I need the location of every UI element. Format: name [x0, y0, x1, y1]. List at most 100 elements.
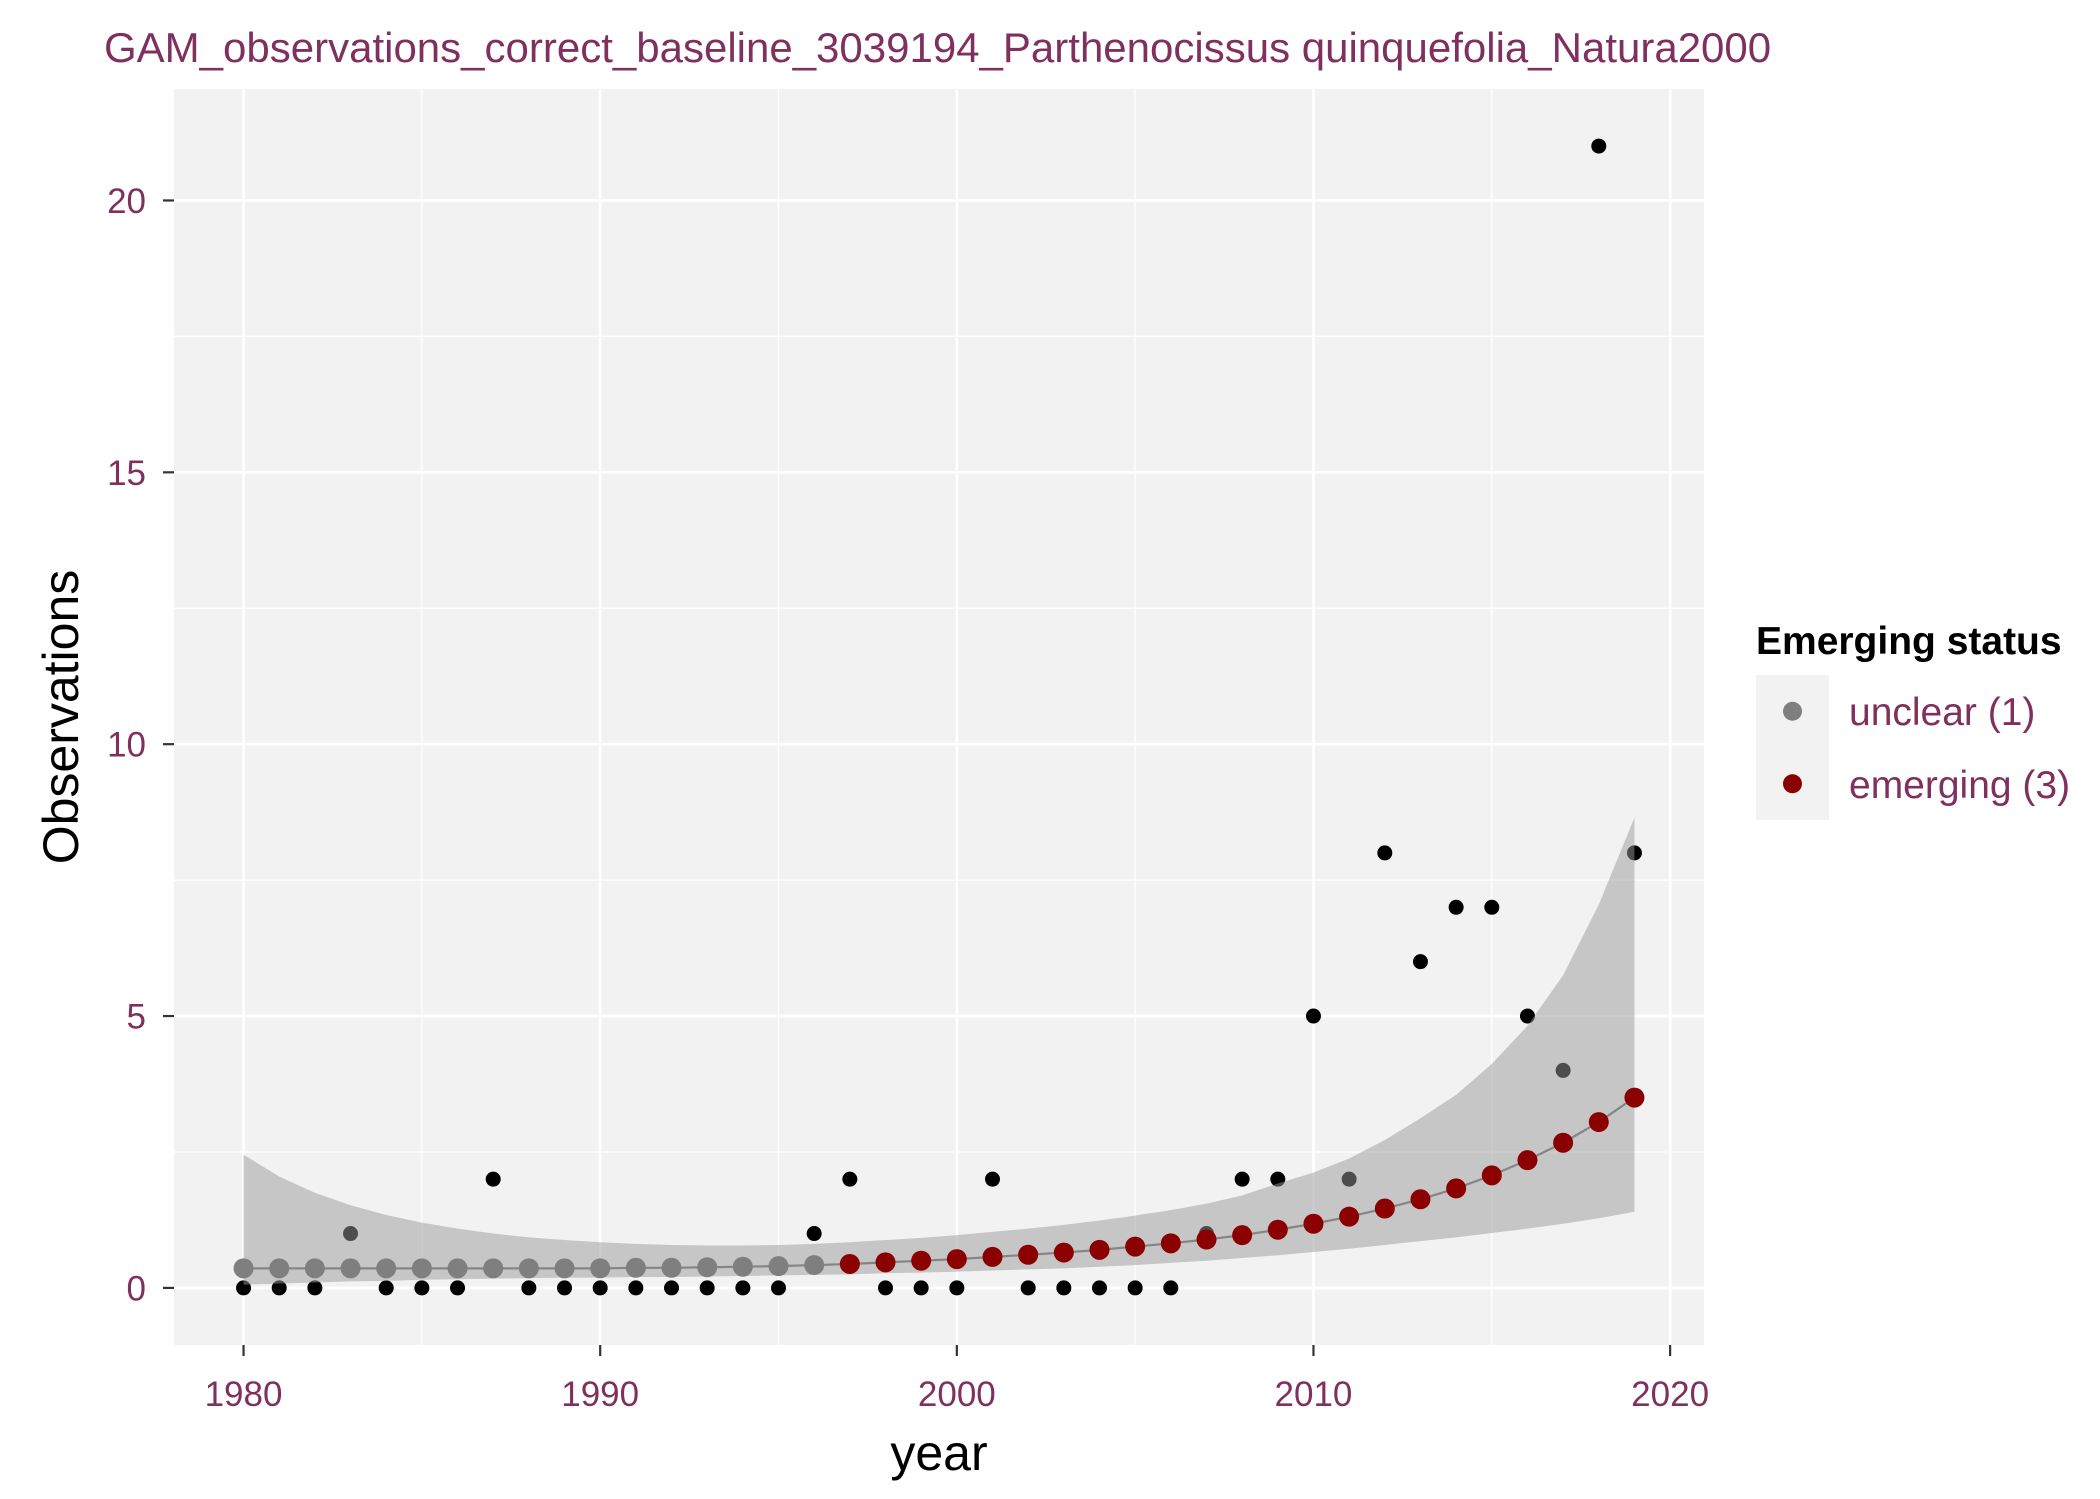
observed-point: [1127, 1280, 1143, 1296]
observed-point: [1591, 138, 1607, 154]
fitted-point-status-1: [661, 1257, 682, 1278]
observed-point: [628, 1280, 644, 1296]
fitted-point-status-3: [1374, 1198, 1395, 1219]
observed-point: [1056, 1280, 1072, 1296]
observed-point: [878, 1280, 894, 1296]
fitted-point-status-3: [982, 1246, 1003, 1267]
fitted-point-status-3: [1018, 1244, 1039, 1265]
fitted-point-status-1: [269, 1258, 290, 1279]
fitted-point-status-3: [911, 1250, 932, 1271]
fitted-point-status-1: [804, 1255, 825, 1276]
fitted-point-status-3: [1446, 1178, 1467, 1199]
observed-point: [1519, 1008, 1535, 1024]
y-tick-label: 0: [127, 1269, 146, 1308]
fitted-point-status-1: [304, 1258, 325, 1279]
observed-point: [699, 1280, 715, 1296]
observed-point: [414, 1280, 430, 1296]
legend-label-unclear: unclear (1): [1849, 691, 2035, 734]
observed-point: [592, 1280, 608, 1296]
x-tick-label: 1980: [205, 1375, 283, 1414]
fitted-point-status-3: [1089, 1239, 1110, 1260]
observed-point: [842, 1171, 858, 1187]
fitted-point-status-1: [768, 1256, 789, 1277]
y-tick-label: 10: [107, 726, 146, 765]
fitted-point-status-3: [946, 1249, 967, 1270]
observed-point: [1020, 1280, 1036, 1296]
y-axis: 0 5 10 15 20: [107, 182, 174, 1308]
fitted-point-status-3: [1339, 1206, 1360, 1227]
fitted-point-status-3: [1196, 1229, 1217, 1250]
fitted-point-status-3: [1553, 1132, 1574, 1153]
observed-point: [378, 1280, 394, 1296]
fitted-point-status-3: [875, 1252, 896, 1273]
fitted-point-status-1: [625, 1257, 646, 1278]
major-gridlines: [174, 89, 1704, 1345]
observed-point: [1412, 954, 1428, 970]
confidence-ribbon: [243, 817, 1635, 1285]
observed-point: [735, 1280, 751, 1296]
chart-title: GAM_observations_correct_baseline_303919…: [104, 24, 1771, 71]
x-tick-label: 2010: [1275, 1375, 1353, 1414]
observed-points: [236, 138, 1642, 1296]
observed-point: [1377, 845, 1393, 861]
y-axis-title: Observations: [33, 570, 89, 865]
legend-title: Emerging status: [1756, 620, 2062, 663]
observed-point: [771, 1280, 787, 1296]
fitted-point-status-3: [1624, 1087, 1645, 1108]
fitted-point-status-3: [1303, 1213, 1324, 1234]
observed-point: [521, 1280, 537, 1296]
observed-point: [1234, 1171, 1250, 1187]
x-tick-label: 2020: [1631, 1375, 1709, 1414]
fitted-point-status-1: [447, 1258, 468, 1279]
fitted-point-status-3: [1232, 1225, 1253, 1246]
x-axis: 1980 1990 2000 2010 2020: [205, 1345, 1709, 1414]
fitted-point-status-1: [697, 1257, 718, 1278]
fitted-point-status-3: [1267, 1219, 1288, 1240]
legend-key-emerging-dot: [1783, 774, 1802, 794]
observed-point: [664, 1280, 680, 1296]
fitted-point-status-1: [590, 1258, 611, 1279]
fitted-point-status-1: [411, 1258, 432, 1279]
fitted-point-status-3: [1125, 1236, 1146, 1257]
fitted-point-status-1: [554, 1258, 575, 1279]
observed-point: [557, 1280, 573, 1296]
observed-point: [984, 1171, 1000, 1187]
observed-point: [1091, 1280, 1107, 1296]
fitted-point-status-3: [1481, 1165, 1502, 1186]
x-tick-label: 1990: [561, 1375, 639, 1414]
observed-point: [271, 1280, 287, 1296]
legend: Emerging status unclear (1) emerging (3): [1756, 620, 2070, 820]
y-tick-label: 20: [107, 182, 146, 221]
legend-label-emerging: emerging (3): [1849, 764, 2070, 807]
x-tick-label: 2000: [918, 1375, 996, 1414]
observed-point: [806, 1226, 822, 1242]
observed-point: [307, 1280, 323, 1296]
fitted-point-status-1: [340, 1258, 361, 1279]
fitted-point-status-1: [376, 1258, 397, 1279]
observed-point: [450, 1280, 466, 1296]
observed-point: [1163, 1280, 1179, 1296]
observed-point: [1305, 1008, 1321, 1024]
fitted-point-status-3: [1160, 1233, 1181, 1254]
fitted-points: [233, 1087, 1645, 1279]
fitted-point-status-1: [233, 1258, 254, 1279]
fitted-point-status-3: [1517, 1150, 1538, 1171]
observed-point: [1484, 899, 1500, 915]
y-tick-label: 5: [127, 998, 146, 1037]
observed-point: [1448, 899, 1464, 915]
observed-point: [949, 1280, 965, 1296]
fitted-point-status-1: [518, 1258, 539, 1279]
fitted-point-status-1: [732, 1256, 753, 1277]
fitted-point-status-3: [1410, 1189, 1431, 1210]
observed-point: [485, 1171, 501, 1187]
fitted-point-status-3: [839, 1253, 860, 1274]
observed-point: [913, 1280, 929, 1296]
x-axis-title: year: [890, 1425, 987, 1481]
y-tick-label: 15: [107, 454, 146, 493]
fitted-point-status-1: [483, 1258, 504, 1279]
legend-key-unclear-dot: [1783, 701, 1802, 721]
fitted-point-status-3: [1053, 1242, 1074, 1263]
fitted-line: [242, 1096, 1636, 1270]
fitted-point-status-3: [1588, 1112, 1609, 1133]
